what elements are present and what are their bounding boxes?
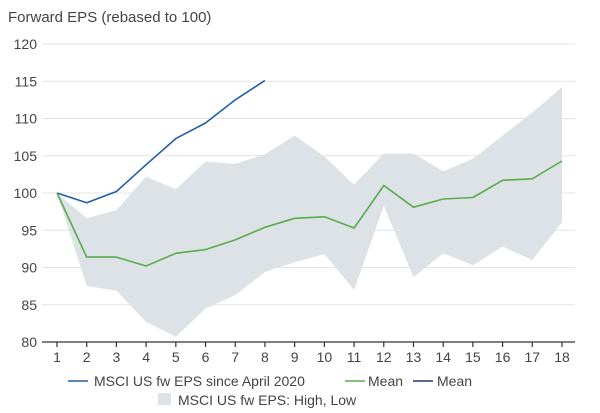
- x-tick-label-17: 17: [525, 349, 541, 365]
- y-tick-label-105: 105: [14, 148, 38, 164]
- x-tick-label-3: 3: [113, 349, 121, 365]
- x-tick-label-4: 4: [142, 349, 150, 365]
- x-tick-label-10: 10: [317, 349, 333, 365]
- x-tick-label-8: 8: [261, 349, 269, 365]
- y-tick-label-85: 85: [21, 297, 37, 313]
- band-area: [57, 87, 562, 337]
- x-tick-label-14: 14: [435, 349, 451, 365]
- series-line-0: [56, 79, 266, 204]
- x-tick-label-12: 12: [376, 349, 392, 365]
- x-tick-label-18: 18: [554, 349, 570, 365]
- legend-label-band: MSCI US fw EPS: High, Low: [178, 392, 357, 408]
- y-tick-label-120: 120: [14, 36, 38, 52]
- y-tick-label-80: 80: [21, 334, 37, 350]
- y-tick-label-115: 115: [15, 73, 38, 89]
- series-lines: [56, 79, 563, 267]
- x-tick-label-2: 2: [83, 349, 91, 365]
- legend-label-mean-green: Mean: [368, 373, 403, 389]
- y-tick-label-110: 110: [15, 111, 38, 127]
- legend-label-mean-navy: Mean: [437, 373, 472, 389]
- high-low-band: [57, 87, 562, 337]
- x-tick-label-6: 6: [202, 349, 210, 365]
- x-tick-label-5: 5: [172, 349, 180, 365]
- x-tick-label-13: 13: [406, 349, 422, 365]
- x-tick-label-11: 11: [347, 349, 362, 365]
- x-tick-label-9: 9: [291, 349, 299, 365]
- y-tick-label-90: 90: [21, 260, 37, 276]
- legend-swatch-band: [158, 393, 171, 405]
- y-tick-label-100: 100: [14, 185, 38, 201]
- legend-label-since-april: MSCI US fw EPS since April 2020: [94, 373, 305, 389]
- x-tick-label-15: 15: [465, 349, 481, 365]
- series-line-1: [56, 160, 563, 267]
- x-axis-ticks: 1 2 3 4 5 6 7 8 9 10 11 12 13 14 15 16 17 18: [53, 342, 570, 365]
- chart-title: Forward EPS (rebased to 100): [8, 9, 211, 26]
- y-tick-label-95: 95: [21, 222, 37, 238]
- legend: MSCI US fw EPS since April 2020 Mean Mea…: [68, 373, 472, 408]
- x-tick-label-7: 7: [231, 349, 239, 365]
- x-tick-label-1: 1: [53, 349, 61, 365]
- y-axis-ticks: 80 85 90 95 100 105 110 115 120: [14, 36, 38, 350]
- x-tick-label-16: 16: [495, 349, 511, 365]
